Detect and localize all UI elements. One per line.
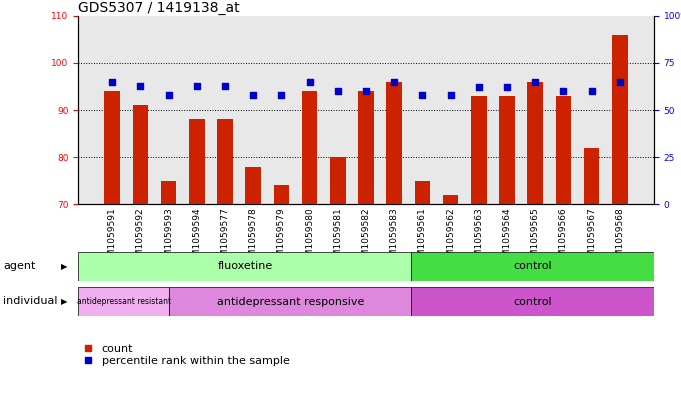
Text: control: control (513, 297, 552, 307)
Bar (161, 181, 176, 204)
Bar (411, 252, 654, 281)
Point (107, 79, 118, 85)
Bar (612, 35, 628, 204)
Bar (411, 287, 654, 316)
Point (248, 92, 259, 98)
Bar (245, 167, 261, 204)
Point (332, 88, 343, 94)
Bar (556, 96, 571, 204)
Point (135, 83, 146, 89)
Point (417, 92, 428, 98)
Text: GDS5307 / 1419138_at: GDS5307 / 1419138_at (78, 1, 240, 15)
Point (586, 88, 597, 94)
Bar (302, 91, 317, 204)
Bar (189, 119, 204, 204)
Text: ▶: ▶ (61, 262, 68, 270)
Bar (169, 287, 411, 316)
Bar (471, 96, 487, 204)
Point (360, 88, 371, 94)
Bar (443, 195, 458, 204)
Bar (358, 91, 374, 204)
Point (558, 88, 569, 94)
Bar (78, 287, 169, 316)
Point (163, 92, 174, 98)
Text: fluoxetine: fluoxetine (217, 261, 272, 271)
Bar (104, 91, 120, 204)
Point (389, 79, 400, 85)
Point (502, 84, 513, 90)
Point (304, 79, 315, 85)
Point (614, 79, 625, 85)
Text: antidepressant responsive: antidepressant responsive (217, 297, 364, 307)
Text: ▶: ▶ (61, 297, 68, 306)
Bar (584, 148, 599, 204)
Bar (133, 105, 148, 204)
Bar (330, 157, 345, 204)
Bar (387, 82, 402, 204)
Point (191, 83, 202, 89)
Text: individual: individual (3, 296, 58, 307)
Text: control: control (513, 261, 552, 271)
Point (530, 79, 541, 85)
Point (445, 92, 456, 98)
Bar (499, 96, 515, 204)
Bar (528, 82, 543, 204)
Point (276, 92, 287, 98)
Point (473, 84, 484, 90)
Text: agent: agent (3, 261, 36, 271)
Bar (217, 119, 233, 204)
Legend: count, percentile rank within the sample: count, percentile rank within the sample (84, 343, 289, 366)
Bar (274, 185, 289, 204)
Text: antidepressant resistant: antidepressant resistant (77, 297, 171, 306)
Point (219, 83, 230, 89)
Bar (78, 252, 411, 281)
Bar (415, 181, 430, 204)
